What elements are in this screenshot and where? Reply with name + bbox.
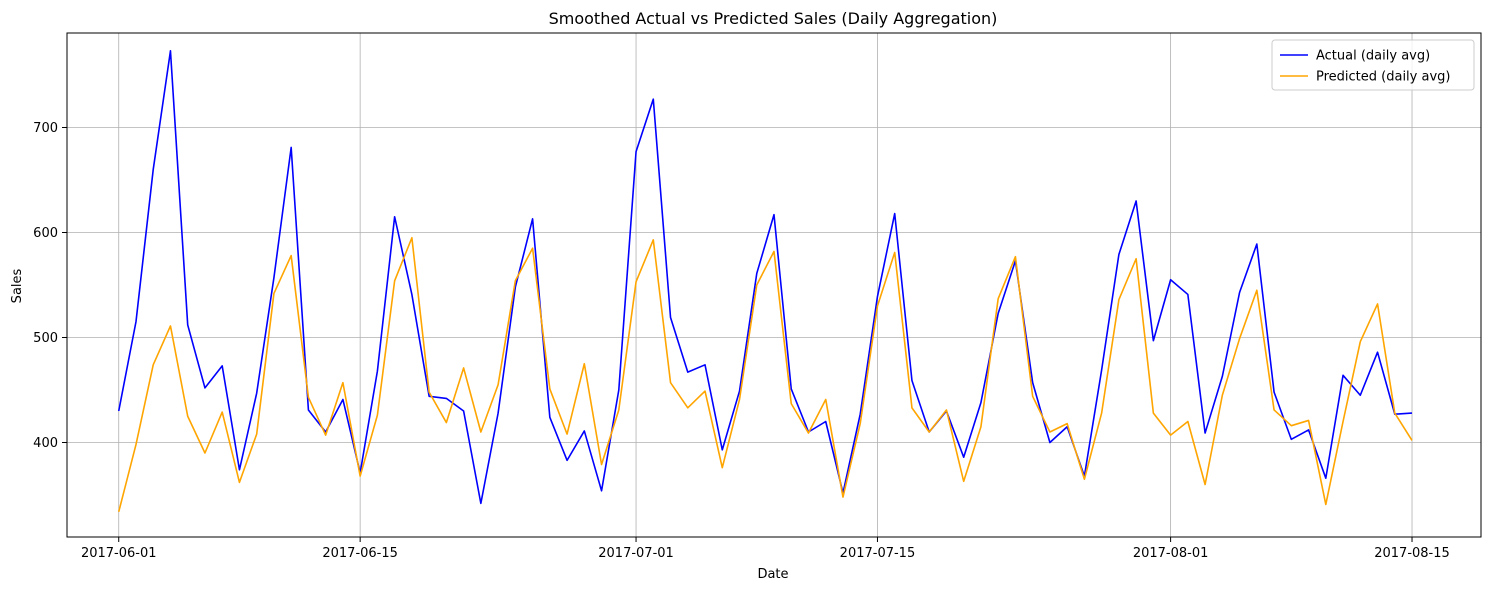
series-layer [117, 50, 1413, 512]
x-tick-label: 2017-07-01 [598, 546, 674, 561]
grid-layer [67, 33, 1481, 537]
y-tick-label: 500 [33, 331, 58, 346]
y-axis-label: Sales [10, 268, 25, 303]
axis-layer: 2017-06-01 2017-06-15 2017-07-01 2017-07-15… [33, 32, 1482, 561]
legend-box [1271, 39, 1475, 91]
x-tick-label: 2017-06-15 [322, 546, 398, 561]
plot-frame [66, 32, 1482, 538]
legend: Actual (daily avg) Predicted (daily avg) [1271, 39, 1475, 91]
series-line-predicted [117, 236, 1413, 512]
x-axis-label: Date [757, 567, 788, 582]
legend-label: Actual (daily avg) [1316, 49, 1430, 64]
x-tick-label: 2017-06-01 [81, 546, 157, 561]
legend-label: Predicted (daily avg) [1316, 70, 1450, 85]
series-line-actual [117, 50, 1413, 505]
y-tick-label: 600 [33, 226, 58, 241]
x-tick-label: 2017-07-15 [840, 546, 916, 561]
x-tick-label: 2017-08-01 [1133, 546, 1209, 561]
chart-title: Smoothed Actual vs Predicted Sales (Dail… [549, 9, 998, 28]
y-tick-label: 700 [33, 121, 58, 136]
y-tick-label: 400 [33, 436, 58, 451]
x-tick-label: 2017-08-15 [1374, 546, 1450, 561]
